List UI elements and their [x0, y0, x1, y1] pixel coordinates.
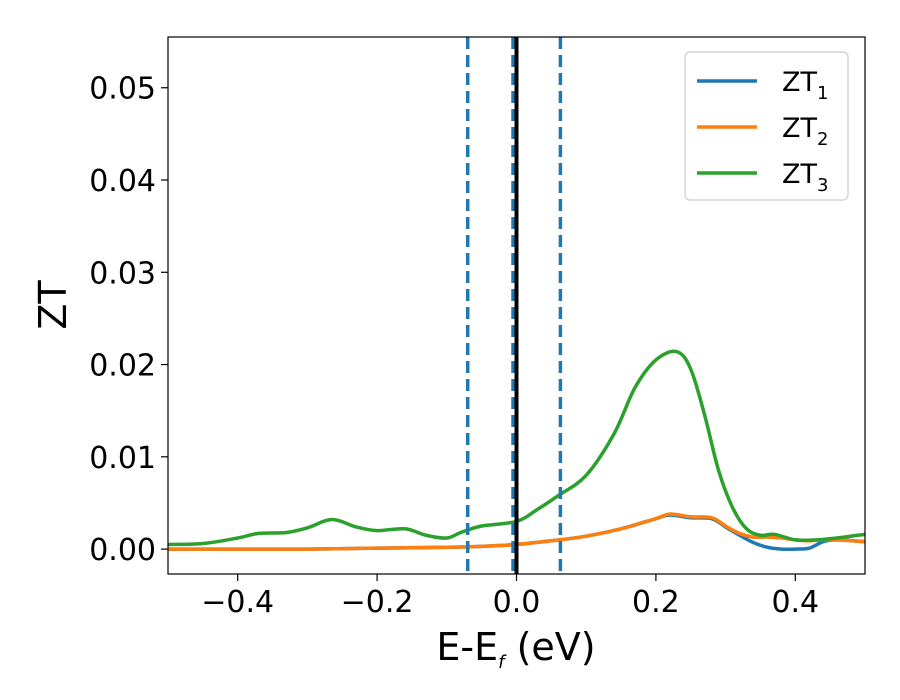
- series-line-zt3: [168, 349, 865, 547]
- x-tick-label: 0.0: [493, 585, 541, 620]
- y-axis-ticks: 0.00 0.01 0.02 0.03 0.04 0.05: [89, 72, 168, 568]
- x-axis-label-subscript: f: [498, 652, 507, 673]
- x-tick-label: 0.4: [771, 585, 819, 620]
- x-tick-label: −0.2: [341, 585, 414, 620]
- y-tick-label: 0.01: [89, 441, 156, 476]
- x-tick-label: 0.2: [632, 585, 680, 620]
- legend-label-zt1: ZT1: [782, 67, 828, 104]
- series-layer: [168, 349, 865, 552]
- y-axis-label: ZT: [31, 280, 75, 330]
- legend-label-zt2: ZT2: [782, 113, 828, 150]
- x-axis-label: E-Ef (eV): [436, 625, 595, 673]
- reference-lines: [465, 37, 563, 574]
- y-tick-label: 0.00: [89, 533, 156, 568]
- y-tick-label: 0.05: [89, 72, 156, 107]
- legend-box: [684, 51, 849, 201]
- legend: ZT1 ZT2 ZT3: [684, 51, 849, 201]
- y-tick-label: 0.03: [89, 256, 156, 291]
- legend-label-zt3: ZT3: [782, 159, 828, 196]
- y-tick-label: 0.02: [89, 349, 156, 384]
- x-tick-label: −0.4: [201, 585, 274, 620]
- y-tick-label: 0.04: [89, 164, 156, 199]
- x-axis-ticks: −0.4 −0.2 0.0 0.2 0.4: [201, 574, 819, 620]
